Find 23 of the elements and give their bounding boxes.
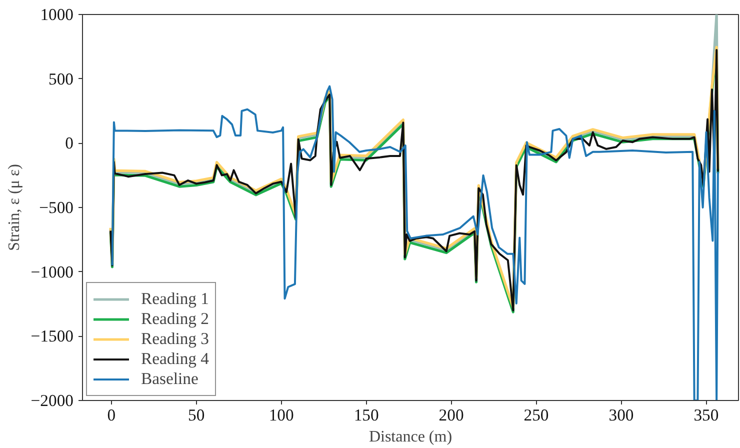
x-axis-title: Distance (m) xyxy=(368,428,452,446)
x-tick-label: 100 xyxy=(268,406,294,424)
y-tick-label: −2000 xyxy=(30,391,74,410)
legend-label: Baseline xyxy=(141,369,198,389)
legend-label: Reading 2 xyxy=(141,309,209,329)
line-series xyxy=(111,85,719,400)
legend-label: Reading 1 xyxy=(141,289,209,309)
y-axis-title: Strain, ε (μ ε) xyxy=(6,164,23,251)
x-tick-label: 250 xyxy=(524,406,549,424)
y-tick-label: 0 xyxy=(65,134,74,153)
legend-label: Reading 4 xyxy=(141,349,209,369)
x-tick-label: 0 xyxy=(107,406,116,424)
legend-label: Reading 3 xyxy=(141,329,209,349)
x-tick-label: 50 xyxy=(188,406,205,424)
x-tick-label: 200 xyxy=(438,406,464,424)
y-tick-label: 500 xyxy=(48,69,74,88)
y-tick-label: −500 xyxy=(39,198,74,217)
x-tick-label: 350 xyxy=(694,406,719,424)
y-tick-label: −1500 xyxy=(30,326,74,346)
x-tick-label: 150 xyxy=(354,406,379,424)
y-tick-label: 1000 xyxy=(40,5,74,24)
x-tick-label: 300 xyxy=(608,406,634,424)
y-tick-label: −1000 xyxy=(30,262,74,282)
